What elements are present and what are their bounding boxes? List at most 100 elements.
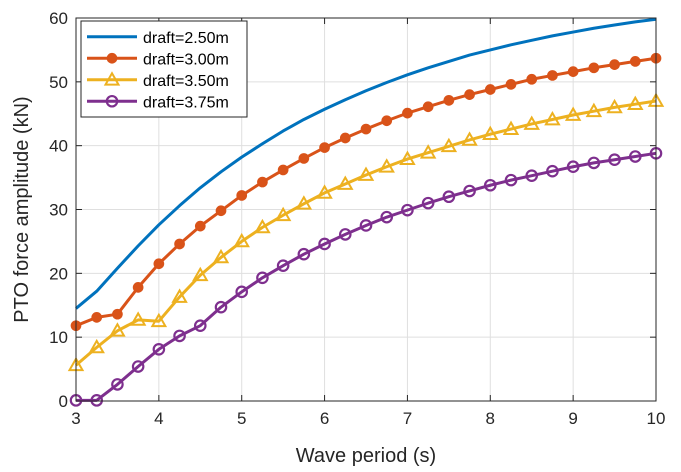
data-point: [401, 203, 414, 217]
x-axis-label: Wave period (s): [296, 445, 436, 467]
data-point: [174, 238, 185, 250]
tick-labels: 3 4 5 6 7 8 9 10 0 10 20 30 40 50 60: [49, 9, 665, 428]
data-point: [257, 176, 268, 188]
data-point: [256, 271, 269, 285]
data-point: [526, 73, 538, 85]
data-point: [483, 178, 497, 192]
legend-label: draft=3.50m: [143, 73, 229, 90]
data-point: [109, 322, 126, 337]
axes: [75, 17, 657, 402]
data-point: [152, 342, 166, 356]
data-point: [276, 259, 290, 272]
data-point: [502, 120, 520, 135]
data-point: [464, 89, 475, 100]
x-tick-label: 5: [237, 409, 246, 428]
legend-label: draft=2.50m: [143, 30, 229, 47]
data-point: [609, 59, 620, 70]
data-point: [236, 190, 248, 201]
data-point: [297, 247, 311, 261]
data-point: [298, 153, 310, 164]
data-point: [547, 70, 558, 81]
series-1: [75, 17, 657, 310]
data-point: [339, 132, 351, 144]
data-point: [505, 79, 517, 90]
legend-marker: [106, 52, 118, 64]
x-tick-label: 3: [71, 409, 80, 428]
data-point: [606, 98, 623, 114]
data-point: [357, 166, 375, 181]
data-point: [381, 115, 393, 127]
data-point: [360, 123, 372, 135]
y-tick-label: 10: [49, 328, 68, 347]
x-tick-label: 9: [568, 409, 577, 428]
data-point: [608, 153, 621, 167]
data-point: [112, 308, 123, 320]
x-tick-label: 4: [154, 409, 163, 428]
y-tick-label: 40: [49, 137, 68, 156]
data-point: [421, 196, 435, 210]
data-point: [215, 205, 227, 217]
y-axis-label: PTO force amplitude (kN): [11, 96, 33, 322]
data-point: [380, 210, 394, 224]
data-point: [150, 312, 168, 328]
data-point: [316, 184, 333, 199]
y-tick-label: 30: [49, 201, 68, 220]
data-point: [523, 115, 540, 130]
data-point: [91, 312, 103, 323]
y-tick-label: 0: [59, 392, 68, 411]
x-tick-label: 8: [486, 409, 495, 428]
data-point: [277, 164, 289, 176]
data-point: [378, 158, 395, 173]
data-point: [132, 282, 144, 293]
x-tick-label: 10: [647, 409, 666, 428]
data-point: [153, 258, 165, 270]
data-point: [587, 156, 601, 170]
data-point: [338, 228, 352, 241]
x-tick-label: 7: [403, 409, 412, 428]
y-tick-label: 20: [49, 264, 68, 283]
data-point: [111, 378, 124, 391]
series-2: [70, 52, 662, 332]
data-point: [463, 184, 476, 198]
data-point: [504, 173, 518, 187]
data-point: [627, 95, 644, 111]
data-point: [337, 175, 354, 190]
data-point: [193, 319, 207, 332]
data-point: [192, 266, 209, 282]
data-point: [131, 360, 145, 373]
data-point: [318, 237, 331, 251]
series-group: [67, 17, 665, 407]
legend-label: draft=3.00m: [143, 51, 229, 68]
data-point: [566, 160, 580, 174]
series-3: [67, 92, 665, 372]
data-point: [544, 110, 561, 126]
legend-item: draft=3.50m: [87, 71, 229, 90]
data-point: [567, 66, 579, 77]
series-line: [75, 99, 657, 367]
data-point: [129, 311, 147, 326]
data-point: [585, 102, 603, 118]
data-point: [402, 107, 413, 119]
legend-marker: [103, 71, 121, 86]
legend-marker: [105, 94, 119, 108]
data-point: [442, 190, 456, 204]
data-point: [628, 150, 642, 163]
data-point: [440, 137, 458, 153]
data-point: [88, 338, 105, 354]
series-4: [69, 147, 663, 407]
data-point: [629, 56, 641, 67]
data-point: [419, 144, 437, 159]
data-point: [319, 142, 330, 153]
data-point: [588, 62, 600, 74]
data-point: [212, 248, 230, 264]
legend-item: draft=2.50m: [87, 30, 229, 47]
series-line: [75, 17, 657, 310]
data-point: [254, 218, 271, 234]
data-point: [90, 394, 104, 407]
y-tick-label: 60: [49, 9, 68, 28]
data-point: [422, 101, 434, 113]
data-point: [274, 206, 292, 222]
legend: draft=2.50m draft=3.00m draft=3.50m draft=3…: [80, 20, 248, 118]
